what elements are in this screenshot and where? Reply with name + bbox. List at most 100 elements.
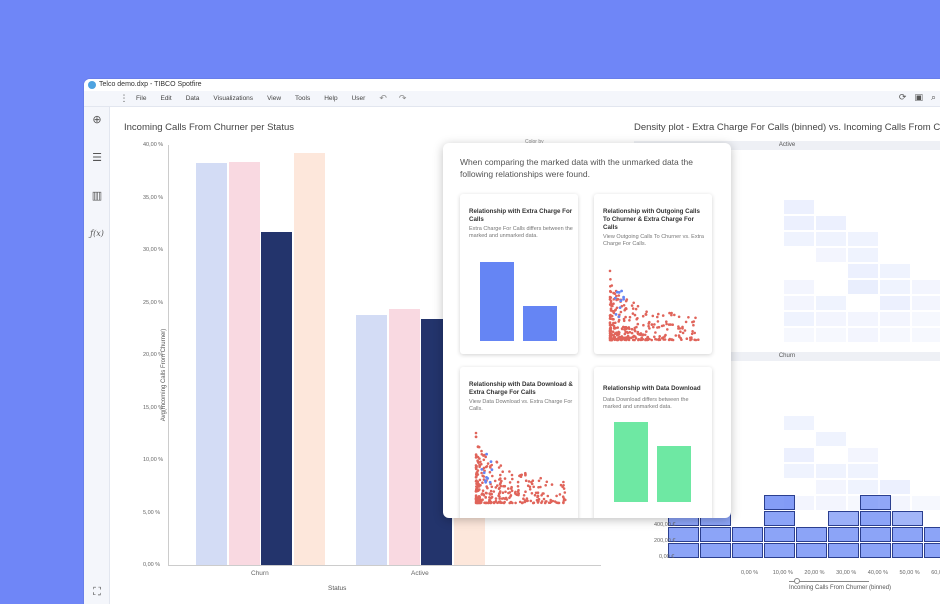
density-cell[interactable] bbox=[815, 463, 847, 479]
menu-user[interactable]: User bbox=[351, 95, 366, 102]
function-icon[interactable]: ƒ(x) bbox=[90, 229, 104, 238]
density-cell-marked[interactable] bbox=[732, 527, 763, 542]
density-cell-marked[interactable] bbox=[732, 543, 763, 558]
more-options-icon[interactable]: ⋮ bbox=[119, 93, 129, 103]
density-cell[interactable] bbox=[815, 431, 847, 447]
density-cell[interactable] bbox=[847, 263, 879, 279]
range-slider[interactable] bbox=[789, 581, 869, 582]
density-cell-marked[interactable] bbox=[700, 527, 731, 542]
density-cell[interactable] bbox=[911, 295, 940, 311]
search-icon[interactable]: ⌕ bbox=[930, 92, 936, 102]
density-cell[interactable] bbox=[815, 295, 847, 311]
density-cell-marked[interactable] bbox=[924, 543, 940, 558]
density-cell-marked[interactable] bbox=[764, 543, 795, 558]
redo-icon[interactable]: ↷ bbox=[398, 93, 407, 103]
density-cell[interactable] bbox=[783, 215, 815, 231]
density-cell[interactable] bbox=[783, 463, 815, 479]
density-cell[interactable] bbox=[911, 311, 940, 327]
density-cell-marked[interactable] bbox=[764, 511, 795, 526]
density-cell[interactable] bbox=[847, 479, 879, 495]
bar-churn-1[interactable] bbox=[228, 161, 260, 565]
density-cell[interactable] bbox=[815, 495, 847, 511]
density-cell[interactable] bbox=[911, 327, 940, 343]
data-table-icon[interactable]: ☰ bbox=[92, 152, 102, 164]
menu-visualizations[interactable]: Visualizations bbox=[213, 95, 254, 102]
density-cell[interactable] bbox=[783, 327, 815, 343]
bar-active-1[interactable] bbox=[388, 308, 420, 565]
density-cell[interactable] bbox=[879, 263, 911, 279]
density-cell[interactable] bbox=[879, 279, 911, 295]
range-slider-handle[interactable] bbox=[794, 578, 800, 584]
density-cell[interactable] bbox=[815, 215, 847, 231]
density-cell-marked[interactable] bbox=[764, 495, 795, 510]
density-cell[interactable] bbox=[815, 231, 847, 247]
bar-active-0[interactable] bbox=[356, 315, 387, 565]
bar-churn-2[interactable] bbox=[261, 232, 292, 565]
relationship-card-data-download[interactable]: Relationship with Data Download Data Dow… bbox=[594, 367, 712, 518]
density-cell[interactable] bbox=[847, 311, 879, 327]
density-cell-marked[interactable] bbox=[892, 543, 923, 558]
density-cell[interactable] bbox=[815, 479, 847, 495]
density-cell[interactable] bbox=[783, 199, 815, 215]
menu-file[interactable]: File bbox=[136, 95, 147, 102]
density-cell-marked[interactable] bbox=[860, 495, 891, 510]
density-cell-marked[interactable] bbox=[668, 527, 699, 542]
density-cell[interactable] bbox=[783, 295, 815, 311]
density-cell-marked[interactable] bbox=[828, 527, 859, 542]
density-cell-marked[interactable] bbox=[796, 527, 827, 542]
menu-help[interactable]: Help bbox=[324, 95, 338, 102]
density-cell-marked[interactable] bbox=[860, 511, 891, 526]
bar-churn-3[interactable] bbox=[293, 153, 325, 565]
density-cell[interactable] bbox=[815, 327, 847, 343]
density-cell[interactable] bbox=[911, 495, 940, 511]
relationship-card-extra-charge[interactable]: Relationship with Extra Charge For Calls… bbox=[460, 194, 578, 354]
relationship-card-data-download-extra[interactable]: Relationship with Data Download & Extra … bbox=[460, 367, 578, 518]
density-cell[interactable] bbox=[783, 279, 815, 295]
density-cell[interactable] bbox=[847, 447, 879, 463]
undo-icon[interactable]: ↶ bbox=[379, 93, 387, 103]
density-cell[interactable] bbox=[879, 295, 911, 311]
scatter-point bbox=[514, 501, 517, 505]
density-cell-marked[interactable] bbox=[892, 527, 923, 542]
density-cell[interactable] bbox=[879, 479, 911, 495]
network-icon[interactable]: ⛶ bbox=[93, 586, 101, 598]
menu-view[interactable]: View bbox=[267, 95, 282, 102]
density-cell-marked[interactable] bbox=[828, 511, 859, 526]
relationship-card-outgoing-calls[interactable]: Relationship with Outgoing Calls To Chur… bbox=[594, 194, 712, 354]
menu-edit[interactable]: Edit bbox=[160, 95, 172, 102]
density-cell-marked[interactable] bbox=[860, 543, 891, 558]
density-cell[interactable] bbox=[783, 231, 815, 247]
density-cell[interactable] bbox=[783, 415, 815, 431]
density-cell[interactable] bbox=[815, 247, 847, 263]
density-cell-marked[interactable] bbox=[892, 511, 923, 526]
density-cell[interactable] bbox=[783, 447, 815, 463]
density-cell[interactable] bbox=[879, 327, 911, 343]
density-cell-marked[interactable] bbox=[764, 527, 795, 542]
bar-churn-0[interactable] bbox=[196, 162, 227, 565]
density-cell[interactable] bbox=[847, 463, 879, 479]
bar-chart-icon[interactable]: ▥ bbox=[91, 190, 103, 202]
density-cell-marked[interactable] bbox=[828, 543, 859, 558]
density-cell[interactable] bbox=[815, 311, 847, 327]
density-cell-marked[interactable] bbox=[924, 527, 940, 542]
density-grid[interactable] bbox=[111, 107, 940, 604]
density-cell-marked[interactable] bbox=[796, 543, 827, 558]
density-cell[interactable] bbox=[783, 311, 815, 327]
lock-icon[interactable]: ▣ bbox=[914, 92, 923, 102]
density-cell[interactable] bbox=[847, 231, 879, 247]
density-cell[interactable] bbox=[847, 247, 879, 263]
add-icon[interactable]: ⊕ bbox=[92, 114, 102, 126]
card-title: Relationship with Data Download & Extra … bbox=[469, 381, 573, 396]
density-cell[interactable] bbox=[847, 327, 879, 343]
density-cell[interactable] bbox=[911, 279, 940, 295]
menu-tools[interactable]: Tools bbox=[295, 95, 311, 102]
bar-active-3[interactable] bbox=[453, 514, 485, 565]
scatter-point bbox=[481, 481, 484, 484]
refresh-icon[interactable]: ⟳ bbox=[898, 92, 907, 102]
density-cell[interactable] bbox=[879, 311, 911, 327]
menu-data[interactable]: Data bbox=[185, 95, 200, 102]
density-cell-marked[interactable] bbox=[668, 543, 699, 558]
density-cell-marked[interactable] bbox=[700, 543, 731, 558]
density-cell[interactable] bbox=[847, 279, 879, 295]
density-cell-marked[interactable] bbox=[860, 527, 891, 542]
